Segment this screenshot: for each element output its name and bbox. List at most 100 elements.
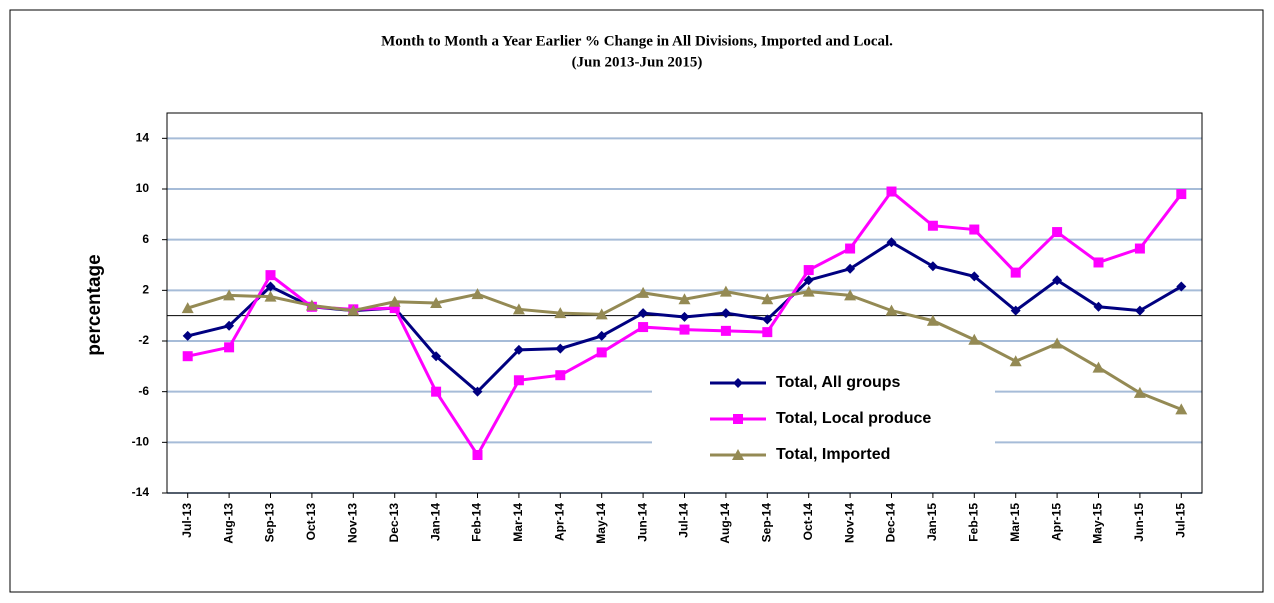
marker bbox=[927, 261, 938, 272]
x-tick-label: Mar-14 bbox=[511, 503, 525, 542]
marker bbox=[595, 308, 608, 320]
marker bbox=[762, 327, 773, 338]
x-tick-label: May-14 bbox=[594, 503, 608, 544]
marker bbox=[347, 304, 360, 316]
marker bbox=[555, 370, 566, 381]
marker bbox=[720, 325, 731, 336]
y-tick-label: 10 bbox=[136, 181, 150, 195]
marker bbox=[845, 263, 856, 274]
marker bbox=[761, 293, 774, 305]
marker bbox=[1051, 337, 1064, 349]
marker bbox=[389, 303, 400, 314]
chart-title: Month to Month a Year Earlier % Change i… bbox=[381, 33, 893, 49]
x-tick-label: Nov-13 bbox=[345, 503, 359, 543]
y-tick-label: 14 bbox=[136, 131, 150, 145]
x-tick-label: Aug-14 bbox=[718, 503, 732, 544]
x-tick-label: May-15 bbox=[1091, 503, 1105, 544]
x-tick-label: Oct-14 bbox=[801, 503, 815, 541]
x-tick-label: Dec-13 bbox=[387, 503, 401, 543]
marker bbox=[223, 289, 236, 301]
marker bbox=[181, 302, 194, 314]
x-tick-label: Feb-14 bbox=[470, 503, 484, 542]
marker bbox=[845, 243, 856, 254]
marker bbox=[512, 303, 525, 315]
marker bbox=[733, 378, 743, 388]
marker bbox=[1052, 227, 1063, 238]
marker bbox=[1093, 301, 1104, 312]
y-axis-label: percentage bbox=[84, 254, 105, 355]
marker bbox=[431, 386, 442, 397]
x-tick-label: Apr-14 bbox=[552, 503, 566, 541]
marker bbox=[513, 375, 524, 386]
marker bbox=[927, 220, 938, 231]
x-tick-label: Nov-14 bbox=[842, 503, 856, 543]
legend-label: Total, Imported bbox=[776, 446, 890, 463]
marker bbox=[679, 324, 690, 335]
marker bbox=[224, 320, 235, 331]
marker bbox=[554, 307, 567, 319]
chart-border bbox=[9, 9, 1264, 593]
marker bbox=[1010, 267, 1021, 278]
x-tick-label: Aug-13 bbox=[221, 503, 235, 544]
y-tick-label: -2 bbox=[138, 333, 149, 347]
x-tick-label: Oct-13 bbox=[304, 503, 318, 541]
marker bbox=[1093, 257, 1104, 268]
marker bbox=[968, 333, 981, 345]
marker bbox=[969, 271, 980, 282]
x-tick-label: Jul-15 bbox=[1173, 503, 1187, 538]
x-tick-label: Jun-14 bbox=[635, 503, 649, 542]
marker bbox=[1134, 305, 1145, 316]
marker bbox=[224, 342, 235, 353]
marker bbox=[1009, 355, 1022, 367]
marker bbox=[596, 347, 607, 358]
marker bbox=[926, 314, 939, 326]
legend-label: Total, Local produce bbox=[776, 410, 931, 427]
marker bbox=[886, 186, 897, 197]
x-tick-label: Apr-15 bbox=[1049, 503, 1063, 541]
x-tick-label: Mar-15 bbox=[1008, 503, 1022, 542]
y-tick-label: -10 bbox=[132, 435, 150, 449]
marker bbox=[264, 290, 277, 302]
y-tick-label: -6 bbox=[138, 384, 149, 398]
marker bbox=[885, 304, 898, 316]
legend-box bbox=[652, 365, 995, 471]
marker bbox=[719, 285, 732, 297]
x-tick-label: Jul-14 bbox=[677, 503, 691, 538]
x-tick-label: Dec-14 bbox=[884, 503, 898, 543]
marker bbox=[555, 343, 566, 354]
legend-label: Total, All groups bbox=[776, 374, 901, 391]
marker bbox=[1052, 275, 1063, 286]
marker bbox=[1176, 281, 1187, 292]
y-tick-label: 6 bbox=[142, 232, 149, 246]
x-tick-label: Jun-15 bbox=[1132, 503, 1146, 542]
marker bbox=[305, 299, 318, 311]
marker bbox=[803, 265, 814, 276]
marker bbox=[265, 270, 276, 281]
marker bbox=[638, 308, 649, 319]
marker bbox=[182, 330, 193, 341]
marker bbox=[513, 344, 524, 355]
marker bbox=[1175, 403, 1188, 415]
marker bbox=[265, 281, 276, 292]
marker bbox=[803, 275, 814, 286]
marker bbox=[720, 308, 731, 319]
x-tick-label: Sep-13 bbox=[263, 503, 277, 543]
marker bbox=[388, 295, 401, 307]
marker bbox=[844, 289, 857, 301]
marker bbox=[471, 288, 484, 300]
marker bbox=[733, 414, 743, 424]
marker bbox=[472, 450, 483, 460]
marker bbox=[969, 224, 980, 235]
marker bbox=[637, 286, 650, 298]
x-tick-label: Feb-15 bbox=[966, 503, 980, 542]
y-tick-label: 2 bbox=[142, 283, 149, 297]
marker bbox=[182, 351, 193, 362]
marker bbox=[679, 311, 690, 322]
marker bbox=[472, 386, 483, 397]
marker bbox=[886, 237, 897, 248]
marker bbox=[1176, 189, 1187, 200]
marker bbox=[802, 285, 815, 297]
marker bbox=[1133, 386, 1146, 398]
x-tick-label: Jan-14 bbox=[428, 503, 442, 541]
